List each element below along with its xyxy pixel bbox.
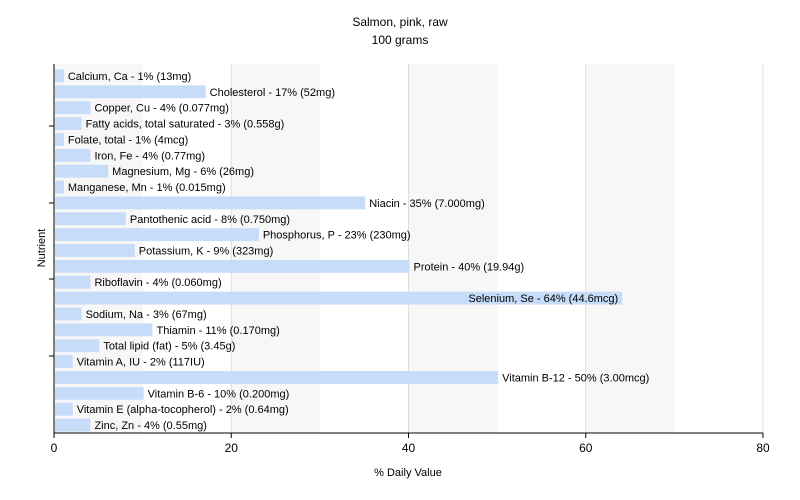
chart-title: Salmon, pink, raw	[352, 15, 448, 29]
x-tick-label: 20	[225, 441, 239, 455]
plot-band	[585, 64, 675, 433]
bar	[55, 212, 126, 226]
bar	[55, 355, 73, 369]
bar	[55, 244, 135, 257]
bar-label: Phosphorus, P - 23% (230mg)	[263, 230, 411, 242]
bar-label: Selenium, Se - 64% (44.6mcg)	[468, 293, 618, 305]
chart-subtitle: 100 grams	[371, 33, 429, 47]
bar	[55, 228, 259, 242]
bar	[55, 307, 82, 321]
bar	[55, 132, 64, 146]
bar-label: Vitamin B-12 - 50% (3.00mcg)	[502, 372, 649, 384]
x-tick-label: 60	[579, 441, 593, 455]
bar-label: Total lipid (fat) - 5% (3.45g)	[103, 341, 235, 353]
bar	[55, 259, 410, 273]
axes: 0 20 40 60 80	[49, 64, 770, 455]
x-tick-label: 80	[756, 441, 770, 455]
bar	[55, 339, 100, 353]
bar	[55, 101, 91, 115]
bar-label: Manganese, Mn - 1% (0.015mg)	[68, 182, 226, 194]
bar-label: Sodium, Na - 3% (67mg)	[86, 309, 207, 321]
bar	[55, 386, 144, 400]
x-tick-label: 0	[51, 441, 58, 455]
bar	[55, 291, 623, 305]
bar-label: Niacin - 35% (7.000mg)	[369, 198, 485, 210]
bar	[55, 180, 64, 194]
bar-label: Vitamin B-6 - 10% (0.200mg)	[148, 388, 290, 400]
bar-label: Protein - 40% (19.94g)	[414, 261, 525, 273]
bar	[55, 164, 109, 178]
bar	[55, 85, 206, 99]
bar	[55, 323, 153, 337]
bar-label: Riboflavin - 4% (0.060mg)	[94, 277, 221, 289]
bar-label: Vitamin E (alpha-tocopherol) - 2% (0.64m…	[77, 404, 289, 416]
bar-label: Magnesium, Mg - 6% (26mg)	[112, 166, 254, 178]
bar-label: Calcium, Ca - 1% (13mg)	[68, 71, 191, 83]
bar-label: Iron, Fe - 4% (0.77mg)	[94, 150, 205, 162]
bar-label: Potassium, K - 9% (323mg)	[139, 246, 274, 258]
bar	[55, 418, 91, 432]
bar	[55, 371, 499, 384]
bar	[55, 148, 91, 162]
bar	[55, 402, 73, 416]
bar-label: Folate, total - 1% (4mcg)	[68, 134, 188, 146]
bar-label: Pantothenic acid - 8% (0.750mg)	[130, 214, 290, 226]
bar	[55, 196, 366, 210]
bar-label: Vitamin A, IU - 2% (117IU)	[77, 357, 205, 369]
bar	[55, 275, 91, 289]
bar	[55, 117, 82, 130]
bar-label: Cholesterol - 17% (52mg)	[210, 87, 335, 99]
bar-label: Thiamin - 11% (0.170mg)	[156, 325, 279, 337]
bars: Calcium, Ca - 1% (13mg) Cholesterol - 17%…	[55, 69, 649, 432]
bar-label: Fatty acids, total saturated - 3% (0.558…	[86, 119, 285, 131]
bar-label: Zinc, Zn - 4% (0.55mg)	[94, 420, 206, 432]
y-axis-title: Nutrient	[36, 229, 48, 268]
bar-label: Copper, Cu - 4% (0.077mg)	[94, 103, 229, 115]
x-axis-title: % Daily Value	[374, 467, 442, 479]
x-tick-label: 40	[402, 441, 416, 455]
bar	[55, 69, 64, 83]
